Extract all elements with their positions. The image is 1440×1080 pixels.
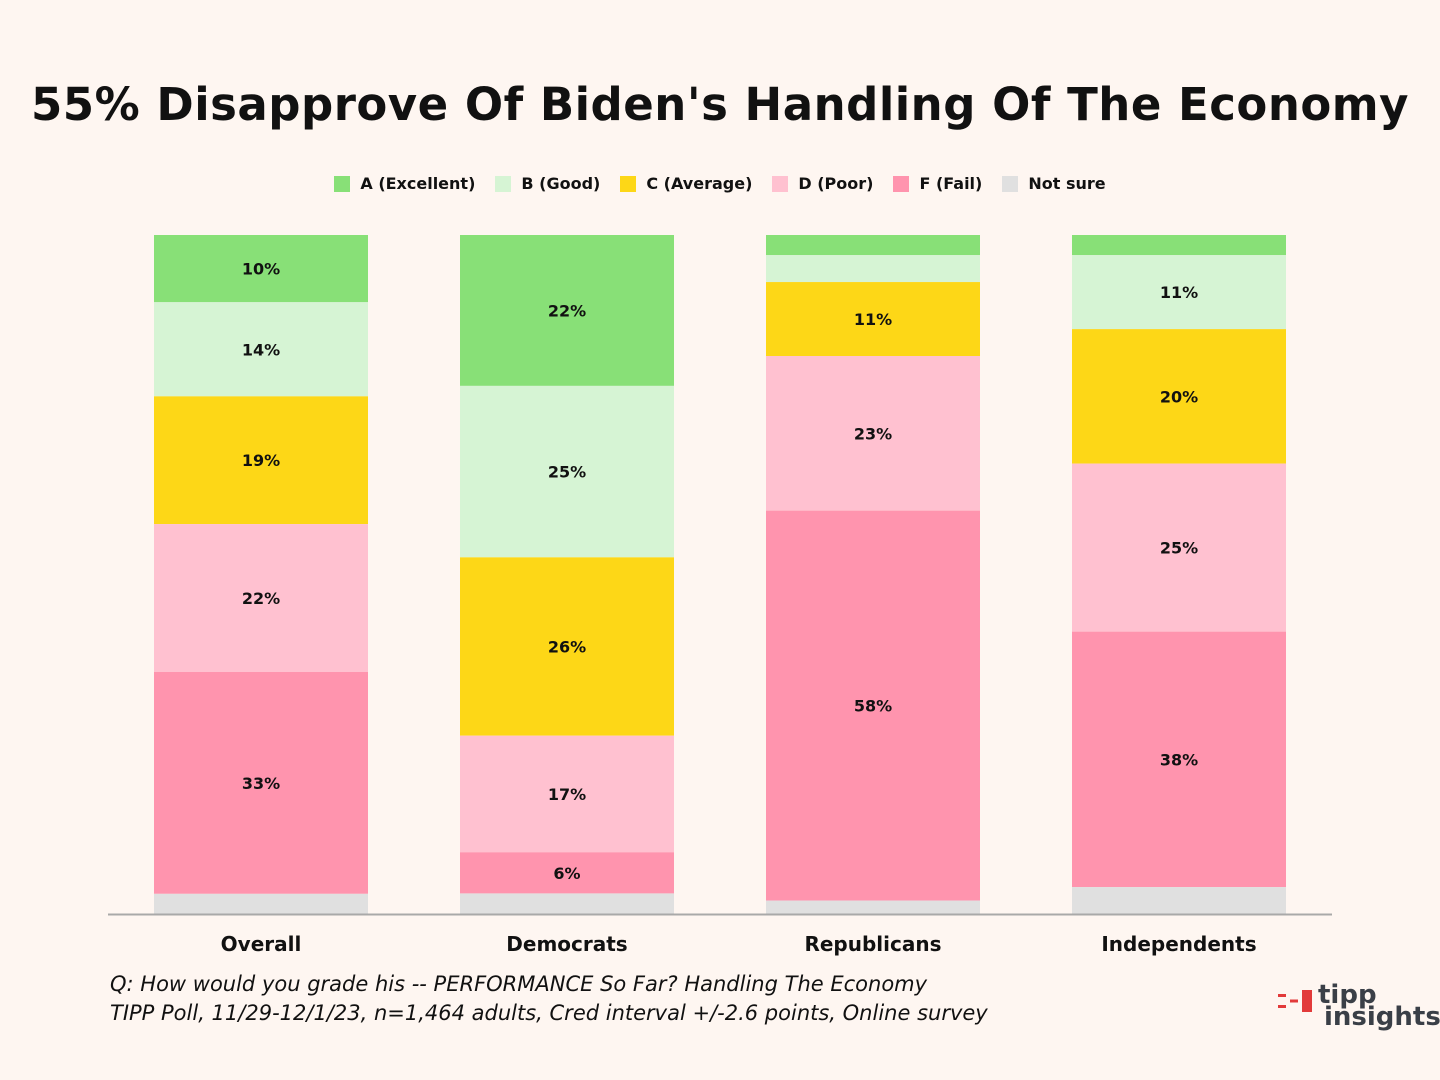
data-label: 19% (242, 451, 280, 470)
legend-swatch (495, 175, 512, 192)
logo-text-insights: insights (1324, 1002, 1440, 1032)
logo-text-tipp: tipp (1318, 980, 1377, 1010)
legend-label: B (Good) (521, 174, 601, 193)
bar-segment (154, 302, 368, 397)
bar-segment (460, 893, 674, 914)
legend-label: D (Poor) (798, 174, 874, 193)
bar-segment (154, 235, 368, 303)
data-label: 22% (548, 301, 586, 320)
legend-item: Not sure (1002, 174, 1106, 193)
bar-segment (154, 671, 368, 894)
legend-label: Not sure (1028, 174, 1106, 193)
data-label: 58% (854, 697, 892, 716)
x-tick-label: Republicans (804, 932, 941, 956)
bar-segment (766, 235, 980, 256)
bar-segment (460, 735, 674, 853)
data-label: 10% (242, 260, 280, 279)
legend-swatch (893, 175, 910, 192)
data-label: 6% (553, 864, 580, 883)
bar-segment (1072, 887, 1286, 914)
data-label: 25% (1160, 539, 1198, 558)
stacked-bar-chart: 10% 14% 19% 22% 33% Overall 22% 25% 26% 17% 6% Demo… (108, 235, 1332, 956)
legend-swatch (620, 175, 637, 192)
data-label: 20% (1160, 387, 1198, 406)
bar-segment (766, 356, 980, 511)
data-label: 23% (854, 424, 892, 443)
data-label: 33% (242, 774, 280, 793)
data-label: 11% (854, 310, 892, 329)
chart-title: 55% Disapprove Of Biden's Handling Of Th… (30, 78, 1410, 131)
legend-swatch (1002, 175, 1019, 192)
legend-label: C (Average) (646, 174, 753, 193)
bar-segment (766, 900, 980, 914)
bar-segment (154, 396, 368, 525)
bar-segment (1072, 235, 1286, 256)
logo-arrow-icon (1278, 990, 1312, 1012)
bar-segment (460, 385, 674, 558)
bar-segment (766, 282, 980, 357)
bar-segment (766, 510, 980, 901)
legend-item: A (Excellent) (334, 174, 475, 193)
legend-item: B (Good) (495, 174, 600, 193)
bar-segment (460, 852, 674, 894)
footnote: Q: How would you grade his -- PERFORMANC… (110, 970, 988, 1028)
data-label: 17% (548, 785, 586, 804)
data-label: 38% (1160, 750, 1198, 769)
bar-segment (460, 235, 674, 386)
data-label: 25% (548, 463, 586, 482)
bar-segment (460, 557, 674, 736)
legend-label: A (Excellent) (360, 174, 476, 193)
data-label: 11% (1160, 283, 1198, 302)
data-label: 22% (242, 589, 280, 608)
legend-swatch (772, 175, 789, 192)
x-tick-label: Democrats (506, 932, 627, 956)
bar-segment (1072, 255, 1286, 330)
legend-label: F (Fail) (919, 174, 983, 193)
data-label: 26% (548, 638, 586, 657)
legend-swatch (334, 175, 351, 192)
x-tick-label: Overall (221, 932, 302, 956)
bar-segment (1072, 329, 1286, 464)
legend-item: C (Average) (620, 174, 752, 193)
bar-segment (1072, 631, 1286, 888)
legend: A (Excellent) B (Good) C (Average) D (Poor)… (0, 174, 1440, 193)
footnote-source: TIPP Poll, 11/29-12/1/23, n=1,464 adults… (110, 1001, 988, 1025)
bar-segment (766, 255, 980, 283)
bar-segment (154, 893, 368, 914)
legend-item: F (Fail) (893, 174, 982, 193)
data-label: 14% (242, 340, 280, 359)
bar-segment (1072, 463, 1286, 632)
bar-segment (154, 524, 368, 672)
footnote-question: Q: How would you grade his -- PERFORMANC… (110, 972, 928, 996)
legend-item: D (Poor) (772, 174, 873, 193)
tipp-insights-logo: tipp insights (1278, 980, 1440, 1032)
x-tick-label: Independents (1101, 932, 1256, 956)
